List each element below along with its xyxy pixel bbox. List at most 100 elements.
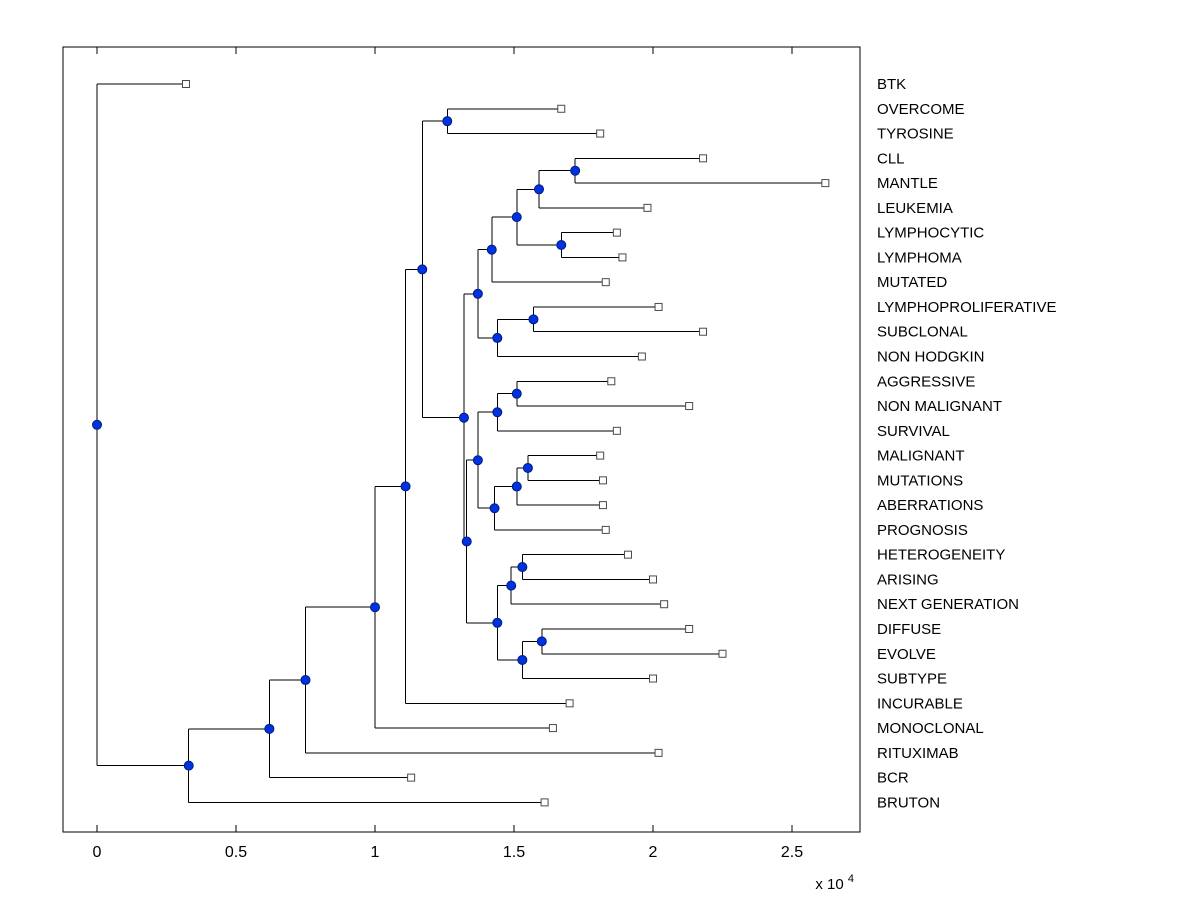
leaf-label: MALIGNANT (877, 448, 965, 465)
leaf-label: MUTATED (877, 274, 947, 291)
branch-node-marker[interactable] (472, 288, 483, 299)
leaf-label: RITUXIMAB (877, 745, 959, 762)
branch-node-marker[interactable] (570, 165, 581, 176)
branch-node-marker[interactable] (458, 412, 469, 423)
leaf-label: LYMPHOCYTIC (877, 225, 984, 242)
leaf-label: INCURABLE (877, 695, 963, 712)
branch-node-marker[interactable] (556, 240, 567, 251)
leaf-marker[interactable] (685, 402, 694, 411)
leaf-marker[interactable] (407, 773, 416, 782)
branch-node-marker[interactable] (517, 562, 528, 573)
leaf-label: PROGNOSIS (877, 522, 968, 539)
leaf-label: AGGRESSIVE (877, 373, 975, 390)
leaf-label: BCR (877, 770, 909, 787)
leaf-marker[interactable] (649, 674, 657, 683)
branch-node-marker[interactable] (417, 264, 428, 275)
branch-node-marker[interactable] (511, 388, 522, 399)
leaf-marker[interactable] (612, 426, 621, 435)
branch-node-marker[interactable] (492, 407, 503, 418)
leaf-marker[interactable] (596, 451, 605, 460)
leaf-label: ABERRATIONS (877, 497, 983, 514)
leaf-label: MUTATIONS (877, 472, 963, 489)
leaf-label: BRUTON (877, 794, 940, 811)
leaf-label: SURVIVAL (877, 423, 950, 440)
leaf-label: NON HODGKIN (877, 348, 985, 365)
leaf-marker[interactable] (718, 649, 727, 658)
leaf-label: CLL (877, 150, 905, 167)
leaf-marker[interactable] (654, 302, 663, 311)
x-tick-label: 1.5 (503, 844, 525, 861)
branch-node-marker[interactable] (92, 419, 102, 430)
branch-node-marker[interactable] (264, 723, 275, 734)
branch-node-marker[interactable] (522, 462, 533, 473)
leaf-label: ARISING (877, 571, 939, 588)
leaf-marker[interactable] (699, 154, 708, 163)
leaf-label: SUBCLONAL (877, 324, 968, 341)
branch-node-marker[interactable] (461, 536, 472, 547)
leaf-marker[interactable] (607, 377, 616, 386)
leaf-label: EVOLVE (877, 646, 936, 663)
branch-node-marker[interactable] (511, 481, 522, 492)
x-axis-multiplier-exponent: 4 (848, 873, 854, 885)
leaf-label: HETEROGENEITY (877, 547, 1005, 564)
leaf-marker[interactable] (623, 550, 632, 559)
leaf-marker[interactable] (699, 327, 708, 336)
branch-node-marker[interactable] (511, 212, 522, 223)
leaf-marker[interactable] (637, 352, 646, 361)
leaf-label: BTK (877, 76, 906, 93)
leaf-marker[interactable] (601, 278, 610, 287)
x-axis-multiplier: x 10 4 (815, 873, 854, 893)
leaf-label: MONOCLONAL (877, 720, 984, 737)
leaf-label: TYROSINE (877, 126, 954, 143)
leaf-marker[interactable] (821, 179, 830, 188)
leaf-label: NON MALIGNANT (877, 398, 1002, 415)
leaf-label: LEUKEMIA (877, 200, 953, 217)
leaf-marker[interactable] (596, 129, 605, 138)
leaf-marker[interactable] (601, 525, 610, 534)
x-tick-label: 1 (371, 844, 380, 861)
branch-node-marker[interactable] (486, 244, 497, 255)
leaf-marker[interactable] (181, 80, 190, 88)
branch-node-marker[interactable] (370, 602, 380, 613)
branch-node-marker[interactable] (489, 503, 500, 514)
x-tick-label: 2 (649, 844, 658, 861)
branch-node-marker[interactable] (517, 654, 528, 665)
leaf-label: MANTLE (877, 175, 938, 192)
leaf-marker[interactable] (618, 253, 627, 262)
x-tick-label: 0.5 (225, 844, 247, 861)
leaf-label: LYMPHOPROLIFERATIVE (877, 299, 1056, 316)
leaf-marker[interactable] (654, 748, 663, 757)
leaf-label: OVERCOME (877, 101, 965, 118)
leaf-label: NEXT GENERATION (877, 596, 1019, 613)
branch-node-marker[interactable] (183, 760, 194, 771)
leaf-marker[interactable] (557, 104, 566, 113)
leaf-marker[interactable] (548, 724, 557, 733)
branch-node-marker[interactable] (506, 580, 517, 591)
leaf-marker[interactable] (685, 624, 694, 633)
branch-node-marker[interactable] (400, 481, 411, 492)
leaf-marker[interactable] (649, 575, 657, 584)
branch-node-marker[interactable] (492, 617, 503, 628)
branch-node-marker[interactable] (472, 455, 483, 466)
leaf-label: SUBTYPE (877, 671, 947, 688)
branch-node-marker[interactable] (534, 184, 545, 195)
leaf-marker[interactable] (660, 600, 669, 609)
x-tick-label: 2.5 (781, 844, 803, 861)
branch-node-marker[interactable] (528, 314, 539, 325)
x-tick-label: 0 (93, 844, 102, 861)
branch-node-marker[interactable] (300, 675, 311, 686)
branch-node-marker[interactable] (442, 116, 453, 127)
branch-node-marker[interactable] (536, 636, 547, 647)
leaf-label: DIFFUSE (877, 621, 941, 638)
leaf-marker[interactable] (540, 798, 549, 807)
leaf-marker[interactable] (643, 203, 652, 212)
leaf-marker[interactable] (598, 501, 607, 510)
axis-box (62, 46, 861, 833)
leaf-marker[interactable] (612, 228, 621, 237)
leaf-marker[interactable] (565, 699, 574, 708)
branch-node-marker[interactable] (492, 332, 503, 343)
leaf-marker[interactable] (598, 476, 607, 485)
leaf-label: LYMPHOMA (877, 249, 962, 266)
